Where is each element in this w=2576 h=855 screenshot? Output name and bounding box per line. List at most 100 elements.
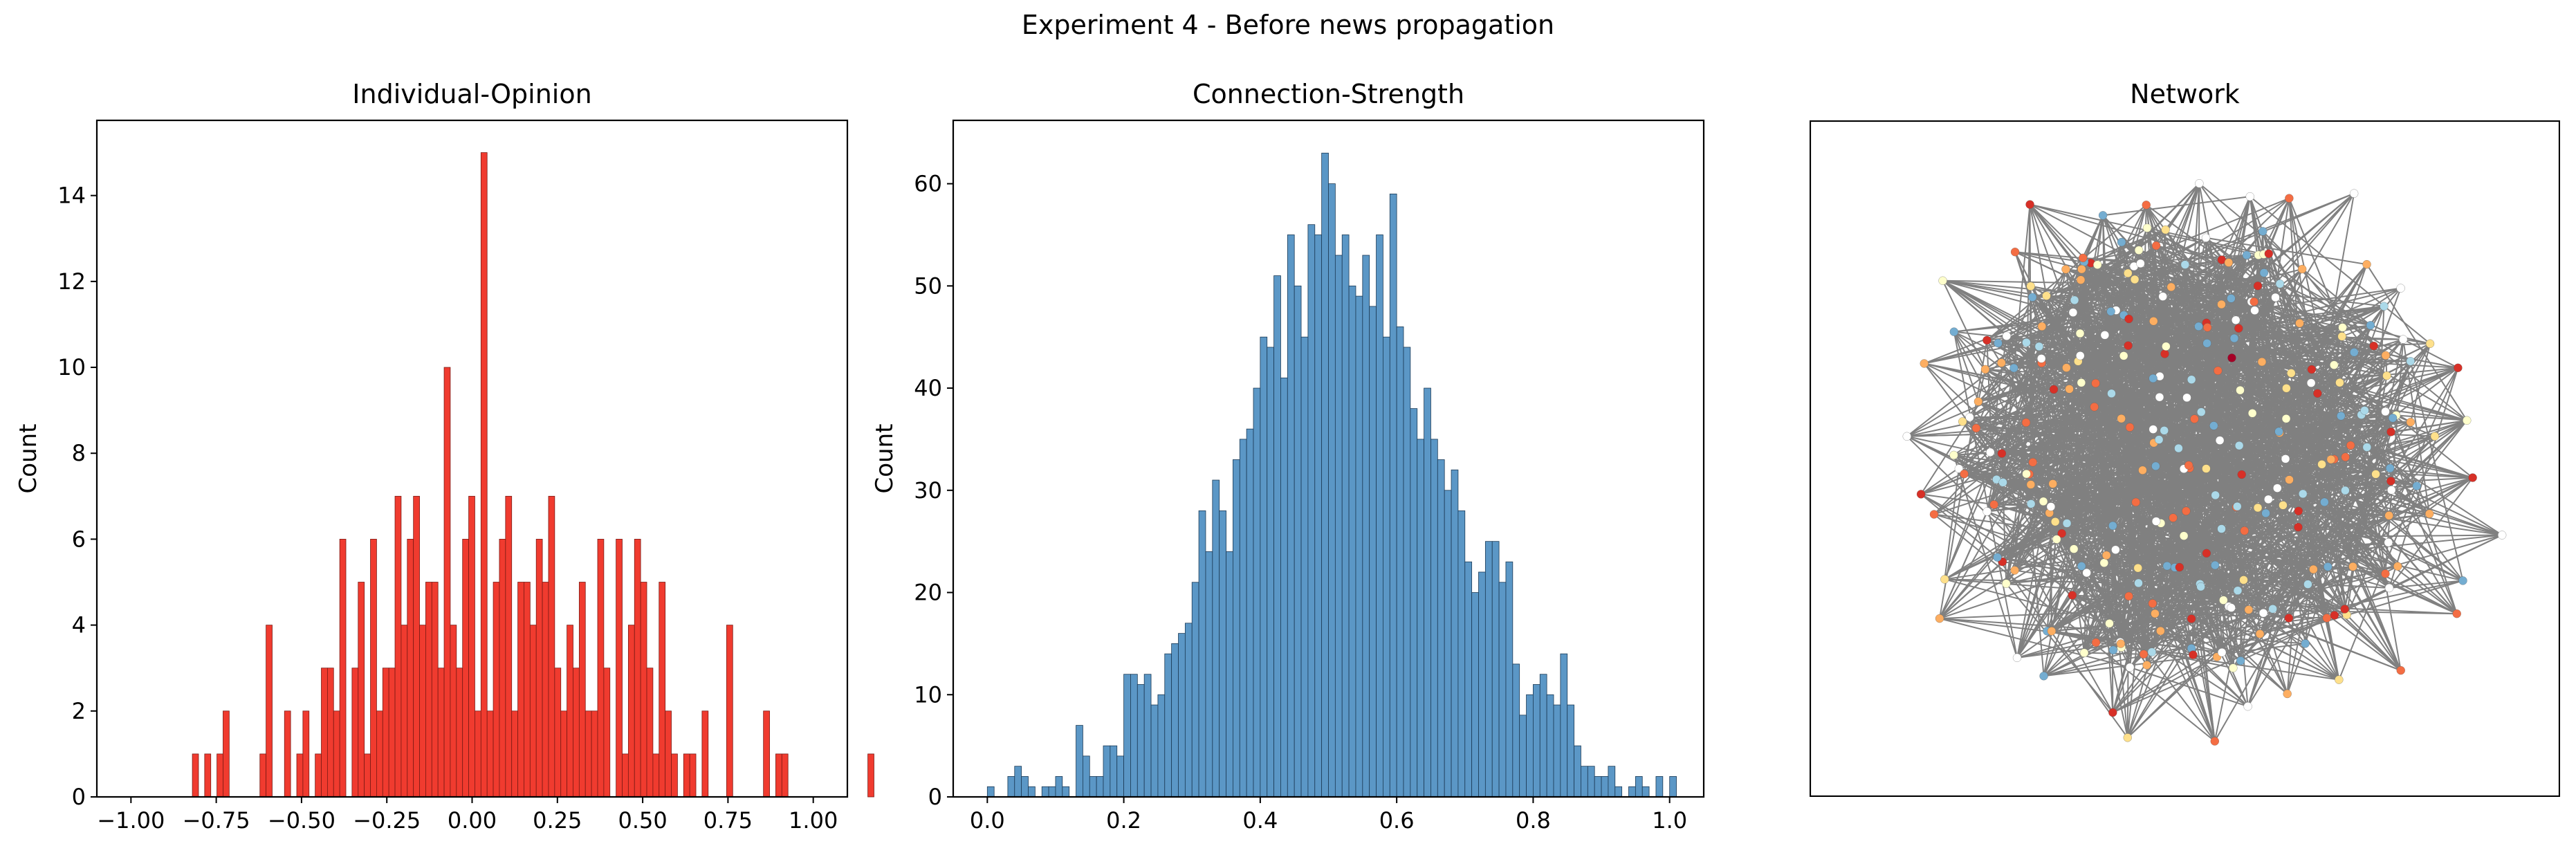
network-node [2162,562,2172,571]
strength-ytick-label: 50 [914,273,942,299]
figure-title: Experiment 4 - Before news propagation [1021,10,1555,40]
network-node [2307,365,2317,374]
network-node [1997,358,2006,367]
network-node [2202,339,2211,348]
opinion-bar [204,753,212,798]
strength-bar [1574,745,1581,798]
opinion-bar [382,668,389,798]
network-edge [2166,435,2436,567]
network-node [2027,293,2037,302]
network-edge [2352,375,2388,567]
network-node [2068,591,2077,600]
strength-bar [1587,766,1595,798]
opinion-bar [775,753,782,798]
network-node [2202,323,2212,332]
strength-bar [1328,183,1336,798]
strength-bar [1526,694,1534,798]
network-node [2179,531,2189,540]
network-node [2320,497,2329,506]
network-edge [1953,454,2503,536]
network-node [2210,737,2219,746]
network-edge [2102,214,2208,328]
network-edge [2032,297,2068,369]
network-edge [2390,480,2503,536]
opinion-bar [493,582,500,798]
network-edge [2205,237,2391,469]
opinion-chart-title: Individual-Opinion [352,79,592,109]
strength-bar [1457,510,1466,798]
strength-bar [1041,786,1049,798]
network-edge [2081,435,2436,567]
network-edge [2153,378,2389,544]
opinion-ytick-label: 8 [72,440,86,466]
opinion-xtick-label: 1.00 [789,807,838,834]
network-edge [2340,336,2343,416]
network-node [1949,327,1958,336]
network-node [2369,342,2378,351]
network-edge [2364,367,2458,412]
opinion-bar [646,668,654,798]
network-node [2387,486,2396,495]
network-node [2393,562,2402,571]
opinion-bar [505,495,513,798]
strength-bar [1212,479,1220,798]
network-node [2346,441,2355,450]
opinion-bar [401,625,408,798]
network-edge [2080,279,2287,389]
network-edge [1939,561,2003,619]
network-node [2360,406,2369,415]
network-node [2458,576,2467,585]
opinion-bar [548,495,555,798]
network-node [2239,576,2248,585]
opinion-bar [413,495,420,798]
network-node [2123,733,2132,742]
network-edge [2403,338,2431,344]
network-title: Network [2130,79,2240,109]
network-node [2190,414,2199,423]
strength-bar [1539,674,1547,798]
strength-bar [1614,786,1623,798]
network-edge [2165,346,2264,614]
opinion-xtick-label: 0.50 [618,807,667,834]
strength-bar [1444,490,1452,798]
network-node [2028,458,2037,467]
network-node [2049,385,2059,394]
strength-bar [1014,766,1022,798]
network-node [2175,562,2184,572]
network-edge [2079,204,2147,334]
network-node [2126,663,2135,672]
network-edge [2191,618,2241,662]
opinion-bar [333,710,340,798]
opinion-ytick-label: 2 [72,698,86,724]
network-node [2273,484,2282,493]
network-edge [1953,454,2032,486]
strength-bar [1089,776,1097,798]
network-node [2138,466,2147,475]
opinion-bar [578,582,586,798]
network-node [2264,249,2273,258]
opinion-bar [560,710,568,798]
network-edge [2288,198,2346,457]
network-edge [1920,493,1998,558]
network-node [2093,260,2102,269]
opinion-bar [431,582,439,798]
network-edge [1944,468,1960,580]
network-node [2224,258,2233,267]
strength-bar [1321,152,1329,798]
network-node [2234,441,2244,450]
network-node [2271,293,2280,302]
strength-bar [1491,541,1500,798]
strength-bar [1096,776,1104,798]
opinion-xtick-label: −0.75 [183,807,250,834]
network-node [1989,500,1998,509]
network-edge [1996,557,2128,738]
network-node [2281,454,2290,463]
network-node [1940,575,1949,584]
opinion-bar [370,539,377,798]
network-node [2037,322,2047,331]
opinion-xtick-label: −0.50 [268,807,335,834]
network-edge [2081,268,2196,420]
opinion-xtick-label: −0.25 [353,807,421,834]
opinion-bar [468,495,475,798]
